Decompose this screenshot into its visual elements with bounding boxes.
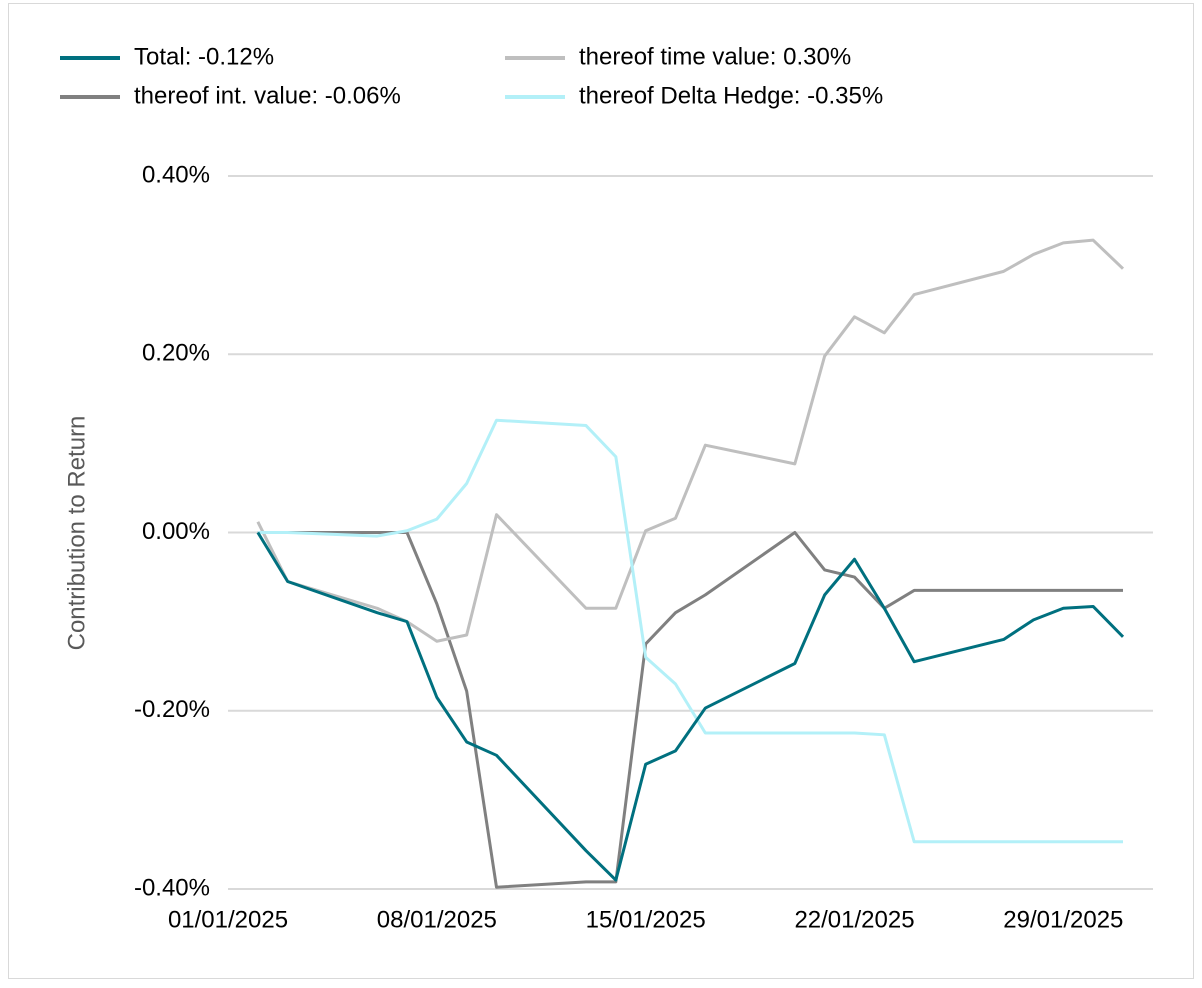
series-line (257, 531, 1123, 889)
series-line (256, 531, 1125, 882)
legend-label: Total: -0.12% (134, 43, 274, 70)
x-tick-label: 29/01/2025 (1003, 906, 1123, 933)
x-tick-label: 01/01/2025 (168, 906, 288, 933)
x-tick-label: 22/01/2025 (794, 906, 914, 933)
legend-label: thereof Delta Hedge: -0.35% (579, 82, 883, 109)
y-tick-label: -0.20% (134, 696, 210, 723)
y-tick-label: 0.40% (142, 161, 210, 188)
y-tick-label: 0.00% (142, 518, 210, 545)
y-tick-label: -0.40% (134, 874, 210, 901)
y-tick-label: 0.20% (142, 340, 210, 367)
y-axis-label: Contribution to Return (63, 416, 90, 651)
x-tick-label: 15/01/2025 (586, 906, 706, 933)
legend-label: thereof int. value: -0.06% (134, 82, 401, 109)
series-line (256, 238, 1125, 643)
x-tick-label: 08/01/2025 (377, 906, 497, 933)
series-line (257, 418, 1123, 844)
chart-frame (8, 3, 1194, 979)
legend-label: thereof time value: 0.30% (579, 43, 851, 70)
